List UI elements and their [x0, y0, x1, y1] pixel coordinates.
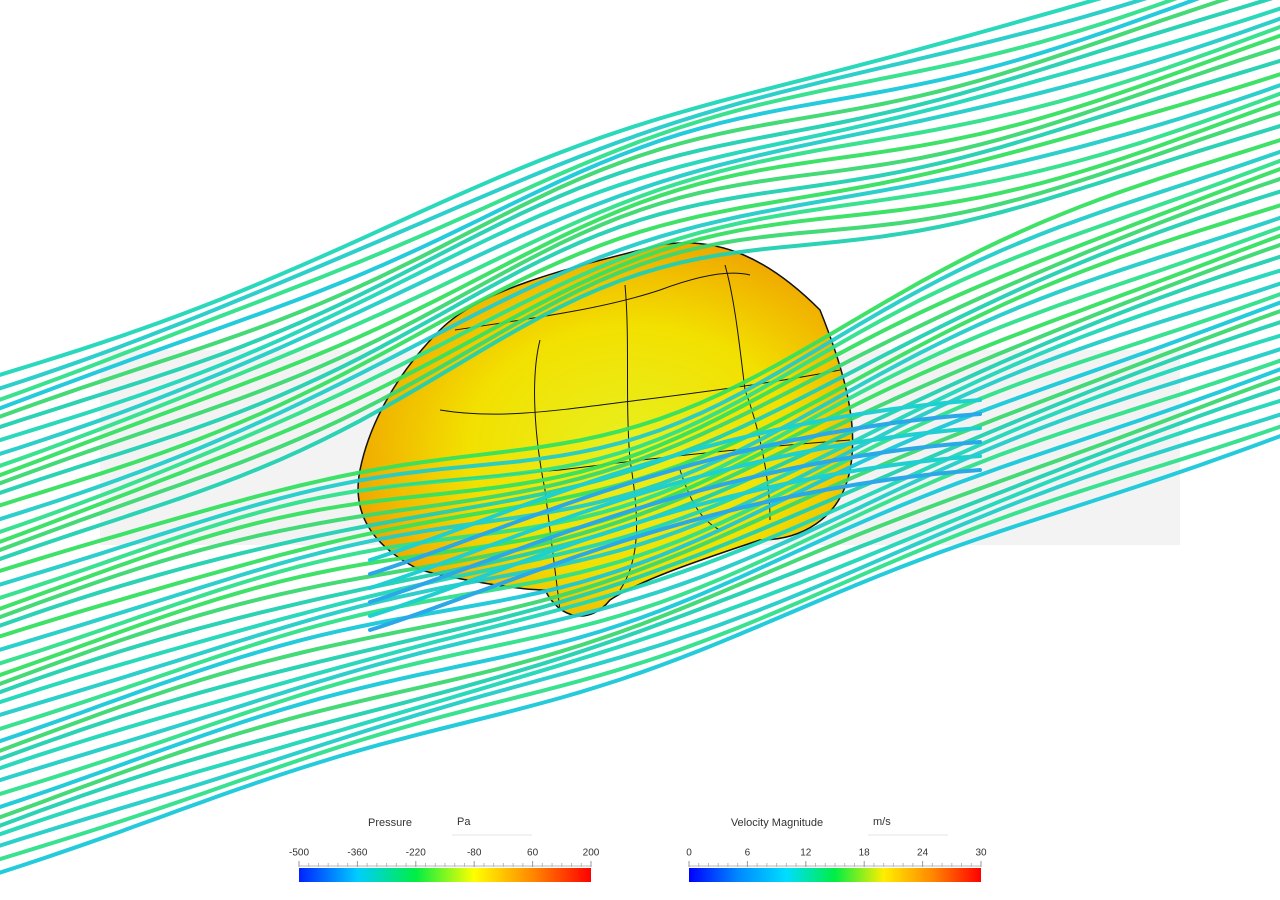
streamline [0, 385, 1280, 828]
streamline [0, 0, 1274, 430]
streamline [368, 454, 982, 618]
color-bar [299, 868, 591, 882]
streamline [0, 434, 1280, 875]
tick-label: -220 [406, 848, 426, 859]
streamline [0, 347, 1280, 783]
legend-unit: m/s [873, 816, 891, 828]
color-legend: Pressure Pa -500 -360 -220 -80 60 200 [289, 816, 600, 882]
streamline [0, 242, 1280, 687]
legend-title: Pressure [368, 817, 412, 829]
tick-label: 24 [917, 848, 929, 859]
streamline [0, 6, 1280, 443]
streamline [368, 398, 982, 562]
streamline [0, 72, 1280, 508]
streamline [0, 367, 1280, 810]
streamline [368, 440, 982, 604]
streamline [0, 281, 1280, 717]
streamline [0, 33, 1280, 478]
streamline [368, 412, 982, 576]
streamline [0, 0, 1230, 419]
streamline [0, 424, 1280, 862]
streamline [0, 398, 1280, 837]
streamline [0, 0, 1103, 377]
tick-label: 60 [527, 848, 539, 859]
legend-unit: Pa [457, 816, 471, 828]
streamline [0, 268, 1280, 705]
streamline [0, 320, 1280, 761]
streamline [0, 300, 1280, 744]
streamline [0, 0, 1148, 391]
streamline [0, 158, 1280, 600]
streamline [0, 91, 1280, 534]
streamline [0, 45, 1280, 486]
streamline [0, 100, 1280, 544]
tick-label: -360 [347, 848, 367, 859]
tick-label: 30 [975, 848, 987, 859]
streamline [0, 412, 1280, 848]
streamline [0, 358, 1280, 797]
streamline [0, 0, 1200, 411]
streamline [0, 215, 1280, 652]
streamline [0, 83, 1280, 522]
tick-label: 12 [800, 848, 812, 859]
streamline [0, 225, 1280, 666]
legend-title: Velocity Magnitude [731, 817, 823, 829]
streamline [0, 0, 1178, 402]
tick-label: -500 [289, 848, 309, 859]
streamline [0, 176, 1280, 620]
streamline [0, 292, 1280, 731]
streamlines [0, 0, 1280, 875]
streamline [0, 16, 1280, 456]
streamline [368, 426, 982, 590]
streamline [0, 333, 1280, 771]
streamline [368, 468, 982, 632]
streamline [0, 58, 1280, 496]
tick-label: 200 [583, 848, 600, 859]
color-legend: Velocity Magnitude m/s 0 6 12 18 24 30 [686, 816, 987, 882]
streamline [0, 138, 1280, 573]
tick-label: 6 [745, 848, 751, 859]
streamline [0, 124, 1280, 562]
tick-label: -80 [467, 848, 482, 859]
streamline [0, 149, 1280, 587]
streamline [0, 24, 1280, 468]
tick-label: 0 [686, 848, 692, 859]
tick-label: 18 [859, 848, 871, 859]
streamline [0, 166, 1280, 611]
streamline [0, 375, 1280, 820]
streamline [0, 110, 1280, 553]
streamline [0, 309, 1280, 753]
color-bar [689, 868, 981, 882]
